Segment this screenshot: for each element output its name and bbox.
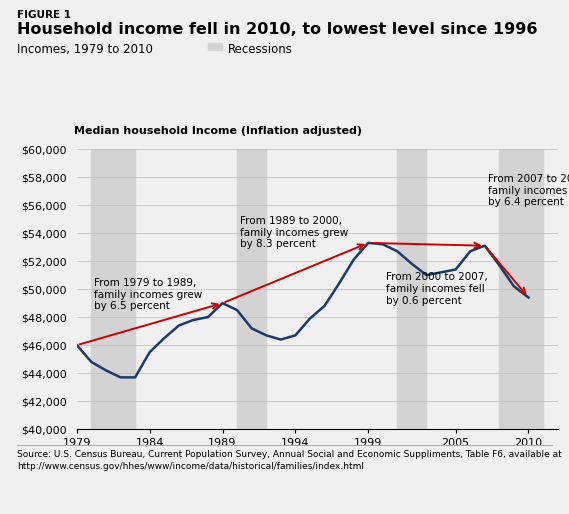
Text: Median household Income (Inflation adjusted): Median household Income (Inflation adjus… (75, 126, 362, 136)
Bar (397, 149, 427, 429)
Text: Source: U.S. Census Bureau, Current Population Survey, Annual Social and Economi: Source: U.S. Census Bureau, Current Popu… (17, 450, 562, 470)
Text: From 2000 to 2007,
family incomes fell
by 0.6 percent: From 2000 to 2007, family incomes fell b… (386, 272, 488, 305)
Bar (92, 149, 135, 429)
Text: FIGURE 1: FIGURE 1 (17, 10, 71, 20)
Bar (500, 149, 543, 429)
Text: Household income fell in 2010, to lowest level since 1996: Household income fell in 2010, to lowest… (17, 22, 538, 36)
Bar (237, 149, 266, 429)
Text: From 1979 to 1989,
family incomes grew
by 6.5 percent: From 1979 to 1989, family incomes grew b… (94, 278, 203, 311)
Text: From 2007 to 2010,
family incomes fell
by 6.4 percent: From 2007 to 2010, family incomes fell b… (488, 174, 569, 208)
Text: Recessions: Recessions (228, 43, 292, 56)
Text: From 1989 to 2000,
family incomes grew
by 8.3 percent: From 1989 to 2000, family incomes grew b… (240, 216, 348, 249)
Text: Incomes, 1979 to 2010: Incomes, 1979 to 2010 (17, 43, 153, 56)
